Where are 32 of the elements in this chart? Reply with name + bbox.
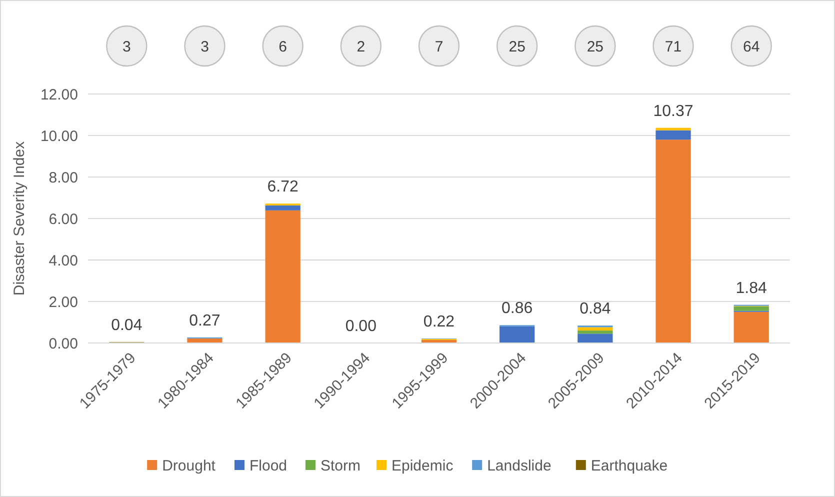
text: 2 (356, 38, 366, 56)
legend-label: Drought (162, 457, 216, 474)
y-tick-label: 2.00 (48, 294, 78, 311)
total-label: 1.84 (736, 280, 768, 297)
text: 71 (664, 38, 682, 56)
y-axis-title: Disaster Severity Index (11, 140, 28, 296)
y-tick-label: 10.00 (40, 128, 78, 145)
total-label: 6.72 (267, 178, 298, 196)
text: 7 (434, 38, 444, 56)
y-tick-label: 6.00 (48, 210, 78, 228)
total-label: 0.27 (189, 312, 220, 330)
y-tick-label: 0.00 (48, 335, 78, 352)
total-label: 0.84 (580, 300, 611, 318)
text: 64 (743, 38, 760, 56)
y-tick-label: 8.00 (48, 169, 78, 186)
text: 6 (278, 38, 287, 56)
y-tick-label: 4.00 (48, 252, 78, 270)
total-label: 0.22 (423, 313, 455, 330)
text: 3 (122, 38, 131, 56)
legend-label: Storm (320, 457, 361, 474)
legend-label: Epidemic (392, 457, 454, 474)
text: 25 (508, 38, 526, 56)
total-label: 0.00 (345, 318, 377, 335)
legend-label: Landslide (487, 457, 552, 474)
legend-label: Flood (250, 457, 288, 474)
text: 3 (200, 38, 209, 56)
legend-label: Earthquake (590, 457, 668, 474)
total-label: 0.04 (111, 317, 142, 334)
total-label: 0.86 (502, 300, 533, 318)
total-label: 10.37 (653, 102, 694, 120)
y-tick-label: 12.00 (40, 86, 78, 104)
text: 25 (586, 38, 604, 56)
